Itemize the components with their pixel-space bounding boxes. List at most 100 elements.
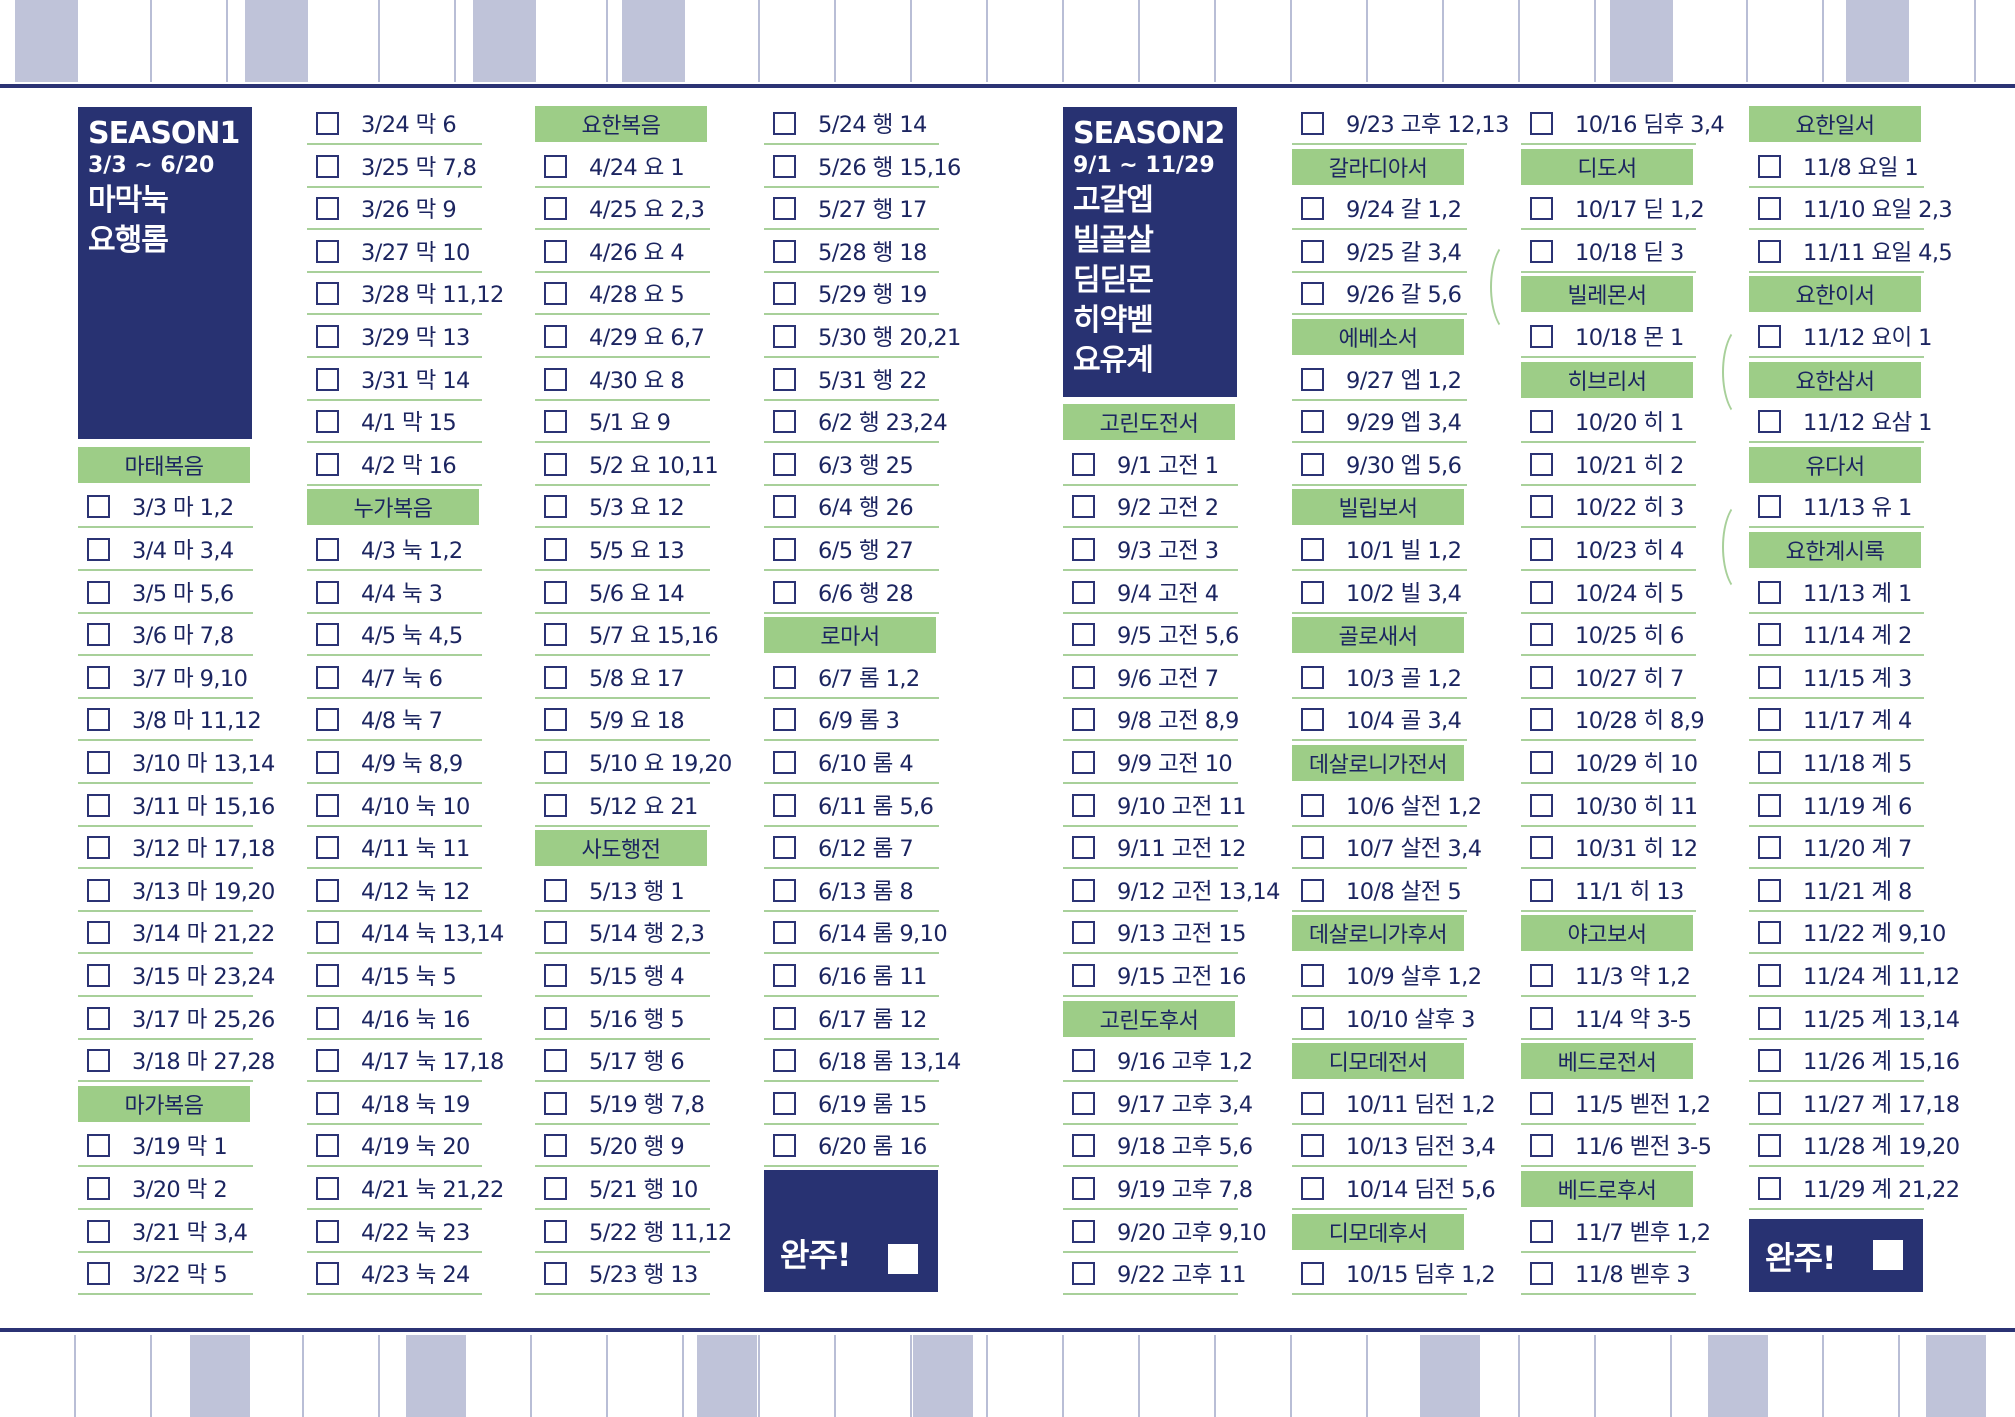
reading-checkbox[interactable]	[773, 1133, 796, 1157]
reading-checkbox[interactable]	[1530, 622, 1553, 646]
reading-checkbox[interactable]	[1301, 111, 1324, 135]
reading-checkbox[interactable]	[316, 239, 339, 263]
reading-checkbox[interactable]	[1072, 622, 1095, 646]
reading-checkbox[interactable]	[87, 963, 110, 987]
reading-checkbox[interactable]	[1301, 537, 1324, 561]
reading-checkbox[interactable]	[1530, 1091, 1553, 1115]
reading-checkbox[interactable]	[544, 1091, 567, 1115]
reading-checkbox[interactable]	[773, 1091, 796, 1115]
reading-checkbox[interactable]	[87, 878, 110, 902]
reading-checkbox[interactable]	[1758, 494, 1781, 518]
reading-checkbox[interactable]	[544, 707, 567, 731]
reading-checkbox[interactable]	[773, 494, 796, 518]
reading-checkbox[interactable]	[1758, 580, 1781, 604]
reading-checkbox[interactable]	[1072, 920, 1095, 944]
reading-checkbox[interactable]	[544, 452, 567, 476]
reading-checkbox[interactable]	[1758, 409, 1781, 433]
reading-checkbox[interactable]	[1301, 239, 1324, 263]
reading-checkbox[interactable]	[1530, 750, 1553, 774]
reading-checkbox[interactable]	[773, 580, 796, 604]
reading-checkbox[interactable]	[544, 367, 567, 391]
reading-checkbox[interactable]	[1301, 835, 1324, 859]
reading-checkbox[interactable]	[544, 1261, 567, 1285]
reading-checkbox[interactable]	[87, 1176, 110, 1200]
reading-checkbox[interactable]	[87, 1006, 110, 1030]
reading-checkbox[interactable]	[316, 707, 339, 731]
reading-checkbox[interactable]	[1530, 324, 1553, 348]
reading-checkbox[interactable]	[1301, 196, 1324, 220]
reading-checkbox[interactable]	[316, 793, 339, 817]
reading-checkbox[interactable]	[87, 622, 110, 646]
reading-checkbox[interactable]	[1530, 835, 1553, 859]
reading-checkbox[interactable]	[87, 537, 110, 561]
reading-checkbox[interactable]	[316, 196, 339, 220]
reading-checkbox[interactable]	[773, 196, 796, 220]
reading-checkbox[interactable]	[1758, 1091, 1781, 1115]
reading-checkbox[interactable]	[773, 1006, 796, 1030]
reading-checkbox[interactable]	[1758, 920, 1781, 944]
reading-checkbox[interactable]	[1758, 1006, 1781, 1030]
reading-checkbox[interactable]	[544, 963, 567, 987]
reading-checkbox[interactable]	[1758, 750, 1781, 774]
reading-checkbox[interactable]	[1530, 239, 1553, 263]
reading-checkbox[interactable]	[544, 1048, 567, 1072]
reading-checkbox[interactable]	[773, 1048, 796, 1072]
reading-checkbox[interactable]	[316, 537, 339, 561]
reading-checkbox[interactable]	[1301, 1006, 1324, 1030]
reading-checkbox[interactable]	[316, 835, 339, 859]
reading-checkbox[interactable]	[316, 452, 339, 476]
reading-checkbox[interactable]	[87, 1133, 110, 1157]
reading-checkbox[interactable]	[316, 1261, 339, 1285]
reading-checkbox[interactable]	[1301, 878, 1324, 902]
reading-checkbox[interactable]	[544, 793, 567, 817]
reading-checkbox[interactable]	[87, 1048, 110, 1072]
reading-checkbox[interactable]	[316, 1091, 339, 1115]
reading-checkbox[interactable]	[87, 750, 110, 774]
reading-checkbox[interactable]	[1072, 665, 1095, 689]
reading-checkbox[interactable]	[544, 580, 567, 604]
reading-checkbox[interactable]	[544, 920, 567, 944]
reading-checkbox[interactable]	[1072, 1091, 1095, 1115]
reading-checkbox[interactable]	[773, 750, 796, 774]
reading-checkbox[interactable]	[316, 878, 339, 902]
reading-checkbox[interactable]	[316, 963, 339, 987]
reading-checkbox[interactable]	[544, 154, 567, 178]
reading-checkbox[interactable]	[1072, 1048, 1095, 1072]
reading-checkbox[interactable]	[316, 750, 339, 774]
reading-checkbox[interactable]	[1758, 1176, 1781, 1200]
reading-checkbox[interactable]	[773, 920, 796, 944]
reading-checkbox[interactable]	[544, 878, 567, 902]
reading-checkbox[interactable]	[773, 409, 796, 433]
reading-checkbox[interactable]	[1758, 835, 1781, 859]
reading-checkbox[interactable]	[773, 707, 796, 731]
reading-checkbox[interactable]	[544, 1006, 567, 1030]
reading-checkbox[interactable]	[316, 367, 339, 391]
reading-checkbox[interactable]	[1072, 963, 1095, 987]
reading-checkbox[interactable]	[773, 281, 796, 305]
reading-checkbox[interactable]	[544, 622, 567, 646]
reading-checkbox[interactable]	[87, 793, 110, 817]
reading-checkbox[interactable]	[1530, 1261, 1553, 1285]
reading-checkbox[interactable]	[1301, 665, 1324, 689]
reading-checkbox[interactable]	[773, 835, 796, 859]
reading-checkbox[interactable]	[1530, 1133, 1553, 1157]
reading-checkbox[interactable]	[1072, 835, 1095, 859]
reading-checkbox[interactable]	[773, 154, 796, 178]
reading-checkbox[interactable]	[316, 409, 339, 433]
reading-checkbox[interactable]	[1301, 281, 1324, 305]
reading-checkbox[interactable]	[544, 1176, 567, 1200]
reading-checkbox[interactable]	[1072, 452, 1095, 476]
reading-checkbox[interactable]	[87, 835, 110, 859]
reading-checkbox[interactable]	[1758, 324, 1781, 348]
reading-checkbox[interactable]	[1530, 537, 1553, 561]
reading-checkbox[interactable]	[87, 494, 110, 518]
reading-checkbox[interactable]	[1301, 580, 1324, 604]
reading-checkbox[interactable]	[1530, 707, 1553, 731]
reading-checkbox[interactable]	[773, 367, 796, 391]
reading-checkbox[interactable]	[316, 580, 339, 604]
reading-checkbox[interactable]	[1301, 1091, 1324, 1115]
reading-checkbox[interactable]	[1301, 1261, 1324, 1285]
reading-checkbox[interactable]	[1758, 665, 1781, 689]
reading-checkbox[interactable]	[316, 324, 339, 348]
reading-checkbox[interactable]	[544, 494, 567, 518]
